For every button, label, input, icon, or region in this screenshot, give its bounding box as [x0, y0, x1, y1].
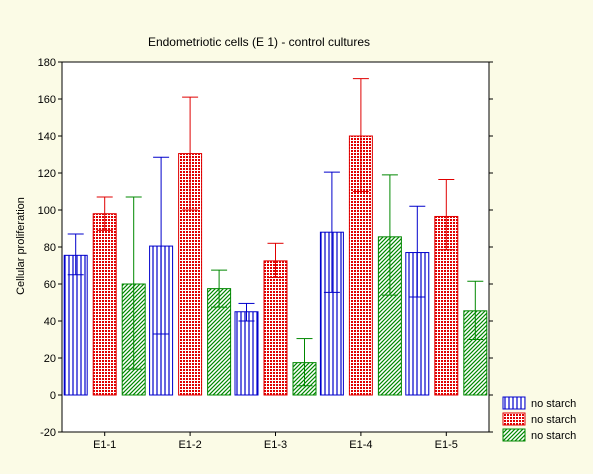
bar-series-1-e1-3 — [234, 311, 259, 396]
y-tick-label: 140 — [38, 131, 56, 143]
x-tick-label: E1-3 — [264, 439, 287, 451]
y-tick-label: -20 — [40, 427, 56, 439]
legend-label: no starch — [531, 398, 576, 410]
y-tick-label: 60 — [44, 279, 56, 291]
y-tick-label: 180 — [38, 57, 56, 69]
y-axis-label: Cellular proliferation — [15, 197, 27, 295]
legend: no starch no starch no starch — [502, 396, 576, 442]
legend-swatch — [502, 428, 526, 442]
legend-swatch — [502, 412, 526, 426]
x-axis: E1-1 E1-2 E1-3 E1-4 E1-5 — [93, 432, 458, 451]
y-tick-label: 120 — [38, 168, 56, 180]
x-tick-label: E1-2 — [178, 439, 201, 451]
bars — [63, 135, 488, 396]
y-tick-label: 0 — [50, 390, 56, 402]
x-tick-label: E1-4 — [349, 439, 372, 451]
y-axis: -20 0 20 40 60 80 100 120 140 160 180 — [38, 57, 493, 439]
y-tick-label: 100 — [38, 205, 56, 217]
chart-title: Endometriotic cells (E 1) - control cult… — [148, 35, 370, 49]
x-tick-label: E1-5 — [435, 439, 458, 451]
legend-label: no starch — [531, 430, 576, 442]
bar-series-2-e1-3 — [263, 260, 288, 396]
y-tick-label: 20 — [44, 353, 56, 365]
y-tick-label: 160 — [38, 94, 56, 106]
error-bars — [67, 78, 484, 387]
legend-label: no starch — [531, 414, 576, 426]
x-tick-label: E1-1 — [93, 439, 116, 451]
y-tick-label: 80 — [44, 242, 56, 254]
legend-swatch — [502, 396, 526, 410]
y-tick-label: 40 — [44, 316, 56, 328]
bar-series-1-e1-1 — [63, 254, 88, 396]
bar-series-2-e1-1 — [92, 213, 117, 396]
